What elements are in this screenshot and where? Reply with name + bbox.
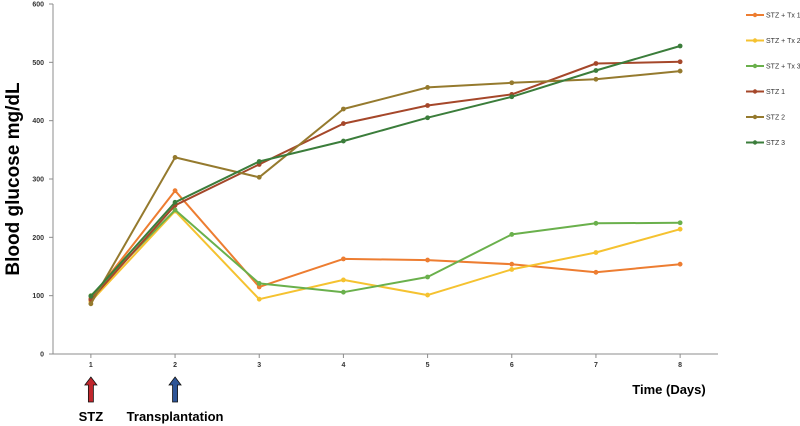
data-point <box>425 103 430 108</box>
data-point <box>172 188 178 194</box>
legend-item: STZ + Tx 1 <box>746 13 800 20</box>
data-point <box>256 284 262 290</box>
data-point <box>509 80 515 86</box>
data-point <box>341 289 346 295</box>
data-point <box>677 43 683 49</box>
annotations: STZ Transplantation <box>79 376 224 424</box>
data-point <box>88 293 94 299</box>
series-line-stz-2 <box>90 70 681 305</box>
annotation: STZ <box>79 376 104 424</box>
data-point <box>172 155 178 160</box>
legend: STZ + Tx 1 STZ + Tx 2 STZ + Tx 3 STZ 1 STZ 2… <box>746 13 800 147</box>
x-tick-label: 6 <box>510 362 514 369</box>
data-point <box>172 207 178 213</box>
data-point <box>341 138 346 144</box>
data-point <box>677 68 683 74</box>
y-tick-label: 300 <box>32 177 44 184</box>
legend-swatch-marker <box>752 89 758 94</box>
y-tick-label: 200 <box>32 235 44 242</box>
legend-label: STZ + Tx 1 <box>766 13 800 20</box>
annotation: Transplantation <box>127 376 224 424</box>
x-tick-label: 5 <box>426 362 430 369</box>
legend-label: STZ + Tx 3 <box>766 64 800 71</box>
data-point <box>341 256 346 262</box>
data-point <box>593 68 599 73</box>
series-stz-3 <box>88 43 683 299</box>
x-tick-label: 2 <box>173 362 177 369</box>
legend-swatch-marker <box>752 140 758 145</box>
data-point <box>425 274 430 280</box>
data-point <box>172 199 178 205</box>
data-point <box>509 267 515 272</box>
legend-swatch-marker <box>752 12 758 18</box>
data-point <box>509 232 515 237</box>
x-tick-label: 8 <box>678 362 682 369</box>
data-point <box>593 250 599 255</box>
data-point <box>593 269 599 275</box>
data-point <box>256 296 262 302</box>
y-axis-label: Blood glucose mg/dL <box>3 82 24 276</box>
y-tick-label: 500 <box>32 60 44 67</box>
y-tick-label: 600 <box>32 2 44 9</box>
series-stz-2 <box>88 68 683 307</box>
data-point <box>341 121 346 126</box>
data-point <box>593 220 599 226</box>
x-axis-label: Time (Days) <box>632 382 705 397</box>
x-tick-label: 1 <box>89 362 93 369</box>
data-point <box>593 76 599 82</box>
legend-swatch-marker <box>752 38 758 43</box>
x-tick-label: 7 <box>594 362 598 369</box>
data-point <box>677 261 683 267</box>
legend-item: STZ + Tx 2 <box>746 38 800 45</box>
y-tick-label: 400 <box>32 118 44 125</box>
legend-label: STZ 3 <box>766 140 785 147</box>
data-point <box>509 261 515 267</box>
data-point <box>677 226 683 232</box>
data-point <box>677 220 683 226</box>
data-point <box>256 281 262 286</box>
legend-item: STZ + Tx 3 <box>746 64 800 71</box>
data-point <box>593 61 599 66</box>
series-line-stz-tx-1 <box>90 189 681 300</box>
data-point <box>425 85 430 90</box>
data-point <box>256 174 262 180</box>
legend-item: STZ 3 <box>746 140 785 147</box>
legend-item: STZ 2 <box>746 115 785 122</box>
data-point <box>425 292 430 298</box>
legend-swatch-marker <box>752 63 758 69</box>
data-point <box>425 115 430 121</box>
chart-axes <box>52 4 718 355</box>
data-point <box>509 94 515 100</box>
annotation-label: Transplantation <box>127 409 224 424</box>
series-line-stz-tx-2 <box>90 210 681 303</box>
data-point <box>425 257 430 263</box>
series-lines <box>88 43 683 307</box>
legend-label: STZ 2 <box>766 115 785 122</box>
x-tick-label: 4 <box>341 362 345 369</box>
legend-item: STZ 1 <box>746 89 785 96</box>
x-ticks: 1 2 3 4 5 6 7 8 <box>89 354 682 369</box>
legend-swatch-marker <box>752 114 758 120</box>
series-line-stz-1 <box>90 60 681 301</box>
x-tick-label: 3 <box>257 362 261 369</box>
data-point <box>256 159 262 164</box>
series-line-stz-3 <box>90 45 681 297</box>
data-point <box>677 59 683 65</box>
y-ticks: 0 100 200 300 400 500 600 <box>32 2 53 359</box>
data-point <box>88 301 94 307</box>
y-tick-label: 0 <box>40 352 44 359</box>
series-stz-1 <box>88 59 683 303</box>
data-point <box>341 106 346 112</box>
annotation-label: STZ <box>79 409 104 424</box>
legend-label: STZ + Tx 2 <box>766 38 800 45</box>
y-tick-label: 100 <box>32 293 44 300</box>
data-point <box>341 277 346 283</box>
legend-label: STZ 1 <box>766 89 785 96</box>
series-stz-tx-1 <box>88 188 683 301</box>
series-line-stz-tx-3 <box>90 208 681 297</box>
up-arrow-icon <box>84 376 98 403</box>
up-arrow-icon <box>168 376 182 403</box>
